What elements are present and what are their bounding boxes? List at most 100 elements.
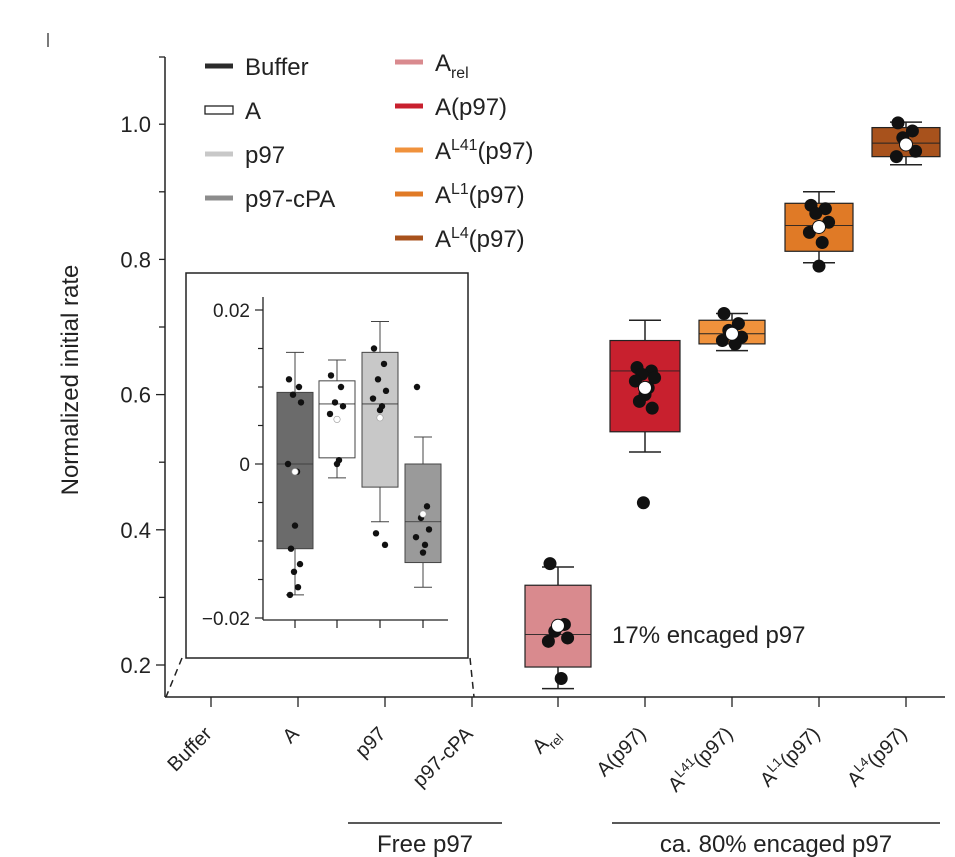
y-axis-title: Normalized initial rate <box>57 265 84 496</box>
legend-label: AL1(p97) <box>435 181 525 209</box>
inset-point-p97 <box>370 345 378 352</box>
inset-point-p97 <box>369 395 377 402</box>
inset-point-p97 <box>382 387 390 395</box>
legend-item: A(p97) <box>395 94 507 121</box>
mean-al1 <box>812 219 826 234</box>
point-ap97 <box>628 374 642 388</box>
inset-point-a <box>339 403 347 410</box>
inset-point-buffer <box>284 460 292 468</box>
legend-item: AL41(p97) <box>395 137 533 165</box>
legend-swatch <box>204 105 234 115</box>
y-tick-label: 1.0 <box>120 112 151 137</box>
inset-point-buffer <box>295 383 303 391</box>
free-group-label: Free p97 <box>377 831 473 857</box>
mean-al4 <box>899 137 913 152</box>
x-tick-label-p97: p97 <box>351 723 390 762</box>
arel-annotation: 17% encaged p97 <box>612 622 806 649</box>
inset-point-p97cpa <box>412 533 420 541</box>
inset-y-tick-label: 0 <box>239 455 250 476</box>
mean-arel <box>551 618 565 633</box>
box-al4 <box>871 116 941 166</box>
zoom-connector-left <box>165 657 183 698</box>
x-tick-label-al4: AL4(p97) <box>841 721 911 791</box>
point-arel <box>541 634 555 648</box>
point-ap97 <box>632 394 646 408</box>
inset-point-p97 <box>374 376 382 383</box>
y-tick-label: 0.6 <box>120 383 151 408</box>
legend-label: AL41(p97) <box>435 137 533 165</box>
legend-item: p97 <box>205 142 285 169</box>
box-arel <box>524 557 592 690</box>
mean-al41 <box>725 326 739 341</box>
inset-point-buffer <box>290 568 298 575</box>
inset-point-p97cpa <box>425 526 433 533</box>
x-tick-label-al41: AL41(p97) <box>662 721 737 796</box>
inset-point-p97cpa <box>421 541 429 549</box>
y-tick-label: 0.8 <box>120 247 151 272</box>
inset-y-tick-label: −0.02 <box>202 609 250 630</box>
box-al41 <box>698 306 766 352</box>
encaged-group-label: ca. 80% encaged p97 <box>660 831 892 857</box>
x-tick-label-arel: Arel <box>528 723 566 761</box>
x-tick-label-buffer: Buffer <box>164 723 217 776</box>
iqr-arel <box>524 584 592 668</box>
point-al1 <box>812 259 826 273</box>
point-al4 <box>891 116 905 130</box>
point-ap97 <box>645 401 659 415</box>
legend-item: A <box>204 98 261 125</box>
inset-box-p97 <box>361 321 399 549</box>
inset-point-a <box>331 399 339 406</box>
x-tick-label-p97cpa: p97-cPA <box>409 723 478 792</box>
inset-point-p97 <box>372 530 380 537</box>
box-al1 <box>784 191 854 273</box>
inset-point-p97cpa <box>423 503 431 510</box>
inset-point-a <box>337 383 345 391</box>
inset-mean-p97 <box>376 414 384 422</box>
point-al4 <box>909 144 923 158</box>
legend-label: Arel <box>435 50 469 82</box>
legend-item: AL1(p97) <box>395 181 525 209</box>
inset-point-buffer <box>289 391 297 398</box>
inset-point-buffer <box>294 584 302 591</box>
point-al1 <box>818 202 832 216</box>
inset-mean-buffer <box>291 468 299 476</box>
point-al41 <box>717 306 731 320</box>
inset-point-buffer <box>296 560 304 568</box>
main-boxes <box>524 116 941 690</box>
inset-point-p97 <box>381 541 389 549</box>
point-al4 <box>905 124 919 138</box>
legend-label: A <box>245 98 261 125</box>
inset-point-p97 <box>376 406 384 414</box>
legend-label: Buffer <box>245 54 309 81</box>
inset-point-a <box>326 410 334 418</box>
legend-label: A(p97) <box>435 94 507 121</box>
inset-point-buffer <box>297 399 305 406</box>
x-tick-label-a: A <box>279 723 304 748</box>
legend-item: Arel <box>395 50 469 82</box>
zoom-connector-right <box>469 657 475 698</box>
inset-box-a <box>318 359 356 479</box>
legend-item: p97-cPA <box>205 186 335 213</box>
inset-point-buffer <box>287 545 295 552</box>
legend-label: AL4(p97) <box>435 225 525 253</box>
inset-point-a <box>327 372 335 379</box>
inset-point-p97cpa <box>413 383 421 391</box>
inset-box-buffer <box>276 351 314 599</box>
point-ap97 <box>648 371 662 385</box>
point-al4 <box>889 150 903 164</box>
point-arel <box>543 557 557 571</box>
inset-box-p97cpa <box>404 383 442 588</box>
mean-ap97 <box>638 380 652 395</box>
y-tick-label: 0.2 <box>120 653 151 678</box>
box-ap97 <box>609 319 681 510</box>
point-al41 <box>731 317 745 331</box>
x-tick-label-al1: AL1(p97) <box>754 721 824 791</box>
point-arel <box>554 672 568 686</box>
legend-label: p97-cPA <box>245 186 335 213</box>
inset-point-buffer <box>291 522 299 529</box>
point-al41 <box>715 334 729 348</box>
legend-item: Buffer <box>205 54 309 81</box>
y-tick-label: 0.4 <box>120 518 151 543</box>
inset-mean-p97cpa <box>419 510 427 518</box>
